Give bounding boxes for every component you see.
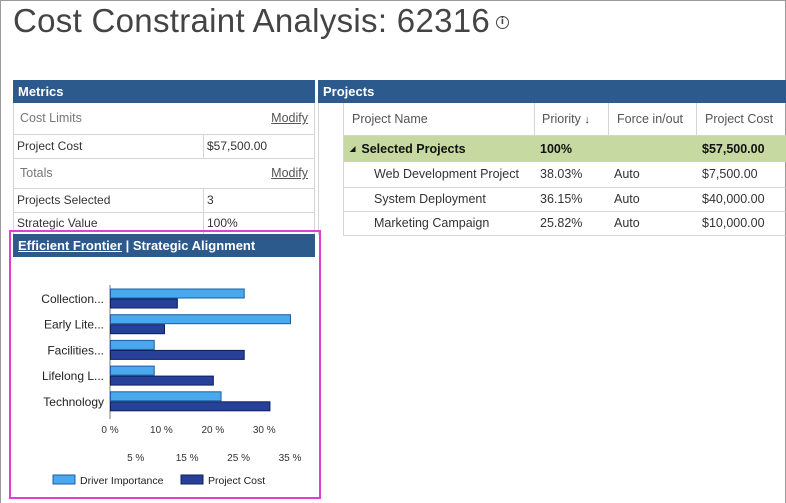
metrics-header: Metrics <box>13 80 315 103</box>
x-tick-label: 25 % <box>227 453 250 464</box>
driver-importance-bar <box>110 339 155 350</box>
cost-cell: $40,000.00 <box>702 192 765 206</box>
project-cost-label: Project Cost <box>17 139 83 153</box>
priority-cell: 25.82% <box>540 216 583 230</box>
selected-projects-group[interactable]: ◢ Selected Projects <box>350 136 466 162</box>
force-cell[interactable]: Auto <box>614 167 640 181</box>
cost-cell: $10,000.00 <box>702 216 765 230</box>
x-tick-label: 35 % <box>279 453 302 464</box>
projects-selected-label: Projects Selected <box>17 193 111 207</box>
driver-importance-bar <box>110 288 245 299</box>
project-name-cell[interactable]: System Deployment <box>374 192 486 206</box>
chart-header: Efficient Frontier | Strategic Alignment <box>13 234 315 257</box>
column-header-project-cost[interactable]: Project Cost <box>705 112 774 126</box>
legend-project-cost-swatch <box>180 474 204 485</box>
force-cell[interactable]: Auto <box>614 192 640 206</box>
project-name-cell[interactable]: Marketing Campaign <box>374 216 490 230</box>
driver-importance-bar <box>110 314 291 325</box>
x-tick-label: 30 % <box>253 425 276 436</box>
category-label: Early Lite... <box>44 318 104 332</box>
strategic-value-label: Strategic Value <box>17 216 98 230</box>
category-label: Collection... <box>41 292 104 306</box>
projects-grid: Project Name Priority ↓ Force in/out Pro… <box>318 103 786 236</box>
metrics-panel: Cost Limits Modify Project Cost $57,500.… <box>13 103 315 234</box>
x-tick-label: 15 % <box>176 453 199 464</box>
column-header-project-name[interactable]: Project Name <box>352 112 428 126</box>
project-cost-bar <box>110 375 214 386</box>
category-label: Facilities... <box>47 343 104 357</box>
column-header-priority[interactable]: Priority ↓ <box>542 112 590 126</box>
totals-row: Totals Modify <box>14 159 314 188</box>
cost-cell: $7,500.00 <box>702 167 758 181</box>
efficient-frontier-link[interactable]: Efficient Frontier <box>18 238 123 253</box>
cost-limits-modify-link[interactable]: Modify <box>271 111 308 125</box>
cost-limits-label: Cost Limits <box>20 111 82 125</box>
strategic-value-row: Strategic Value 100% <box>14 213 314 234</box>
page-title: Cost Constraint Analysis: 62316 i <box>13 2 510 40</box>
project-cost-value: $57,500.00 <box>207 139 268 153</box>
strategic-alignment-label: Strategic Alignment <box>132 238 256 253</box>
project-cost-row: Project Cost $57,500.00 <box>14 135 314 158</box>
x-tick-label: 5 % <box>127 453 144 464</box>
project-name-cell[interactable]: Web Development Project <box>374 167 519 181</box>
strategic-alignment-chart: Collection... Early Lite... Facilities... L… <box>41 285 302 487</box>
selected-projects-label: Selected Projects <box>361 142 466 156</box>
project-cost-bar <box>110 401 271 412</box>
totals-modify-link[interactable]: Modify <box>271 166 308 180</box>
priority-cell: 38.03% <box>540 167 583 181</box>
force-cell[interactable]: Auto <box>614 216 640 230</box>
projects-selected-value: 3 <box>207 193 214 207</box>
x-tick-label: 20 % <box>201 425 224 436</box>
projects-selected-row: Projects Selected 3 <box>14 189 314 212</box>
x-tick-label: 10 % <box>150 425 173 436</box>
group-cost: $57,500.00 <box>702 142 765 156</box>
sort-descending-icon: ↓ <box>584 114 590 126</box>
strategic-value-value: 100% <box>207 216 238 230</box>
projects-header: Projects <box>318 80 786 103</box>
group-priority: 100% <box>540 142 572 156</box>
driver-importance-bar <box>110 365 155 376</box>
collapse-triangle-icon[interactable]: ◢ <box>350 146 356 153</box>
totals-label: Totals <box>20 166 53 180</box>
category-label: Lifelong L... <box>42 369 104 383</box>
project-cost-bar <box>110 324 165 335</box>
category-label: Technology <box>43 395 104 409</box>
legend-label: Driver Importance <box>80 475 164 487</box>
priority-cell: 36.15% <box>540 192 583 206</box>
info-icon[interactable]: i <box>496 16 510 29</box>
legend-label: Project Cost <box>208 475 265 487</box>
column-header-force[interactable]: Force in/out <box>617 112 684 126</box>
legend-driver-importance-swatch <box>52 474 76 485</box>
selected-projects-group-row[interactable] <box>344 136 786 162</box>
project-cost-bar <box>110 298 178 309</box>
chart-highlight-frame <box>9 230 321 499</box>
x-tick-label: 0 % <box>101 425 118 436</box>
project-cost-bar <box>110 349 245 360</box>
driver-importance-bar <box>110 391 222 402</box>
cost-limits-row: Cost Limits Modify <box>14 103 314 134</box>
